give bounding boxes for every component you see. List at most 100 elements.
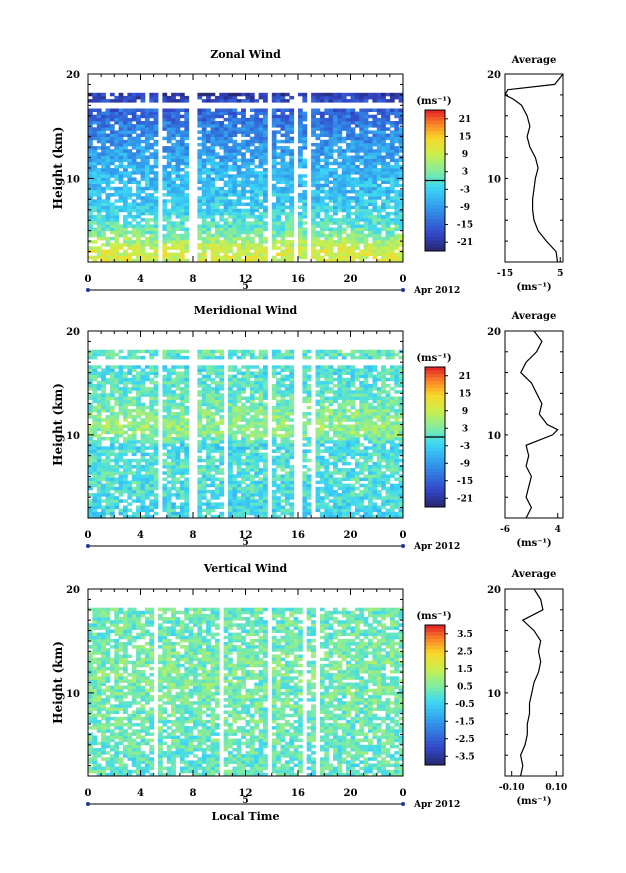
heatmap-cell [228, 508, 233, 513]
heatmap-cell [214, 108, 220, 112]
heatmap-cell [271, 161, 277, 166]
heatmap-cell [232, 224, 238, 228]
heatmap-cell [263, 149, 268, 153]
heatmap-cell [276, 121, 281, 125]
heatmap-cell [236, 415, 242, 419]
heatmap-cell [232, 108, 238, 112]
heatmap-cell [118, 95, 124, 100]
heatmap-cell [376, 127, 382, 131]
heatmap-cell [276, 193, 281, 197]
heatmap-cell [149, 499, 155, 503]
heatmap-cell [328, 139, 334, 144]
heatmap-cell [276, 215, 281, 219]
heatmap-cell [127, 164, 133, 169]
heatmap-cell [175, 371, 181, 375]
heatmap-cell [175, 193, 181, 197]
heatmap-cell [363, 255, 369, 260]
heatmap-cell [162, 486, 168, 491]
heatmap-cell [394, 177, 400, 181]
heatmap-cell [363, 171, 369, 175]
heatmap-cell [105, 193, 111, 197]
heatmap-cell [114, 111, 120, 116]
heatmap-cell [96, 155, 102, 159]
heatmap-cell [271, 168, 277, 172]
heatmap-cell [381, 199, 386, 203]
heatmap-cell [149, 133, 155, 137]
heatmap-cell [263, 465, 268, 469]
heatmap-cell [228, 374, 233, 379]
heatmap-cell [101, 136, 106, 141]
heatmap-cell [289, 368, 295, 372]
heatmap-cell [210, 480, 216, 485]
heatmap-cell [140, 224, 146, 228]
heatmap-cell [258, 240, 264, 244]
heatmap-cell [105, 196, 111, 200]
heatmap-cell [136, 468, 141, 472]
heatmap-cell [258, 193, 264, 197]
heatmap-cell [153, 249, 159, 253]
heatmap-cell [346, 111, 351, 116]
heatmap-cell [197, 455, 203, 460]
heatmap-cell [171, 455, 176, 460]
heatmap-cell [376, 215, 382, 219]
heatmap-cell [245, 196, 251, 200]
heatmap-cell [109, 108, 115, 112]
heatmap-cell [302, 142, 308, 147]
heatmap-cell [114, 390, 120, 394]
heatmap-cell [140, 480, 146, 485]
heatmap-cell [179, 489, 185, 494]
heatmap-cell [214, 489, 220, 494]
heatmap-cell [236, 99, 242, 103]
heatmap-cell [319, 130, 325, 134]
heatmap-cell [302, 430, 308, 435]
heatmap-cell [88, 440, 93, 444]
heatmap-cell [394, 218, 400, 222]
heatmap-cell [271, 108, 277, 112]
heatmap-cell [341, 161, 347, 166]
heatmap-cell [328, 246, 334, 250]
heatmap-cell [236, 130, 242, 134]
heatmap-cell [363, 186, 369, 191]
heatmap-cell [114, 146, 120, 150]
heatmap-cell [140, 133, 146, 137]
heatmap-cell [123, 474, 128, 478]
heatmap-cell [175, 405, 181, 410]
heatmap-cell [372, 174, 378, 178]
heatmap-cell [311, 111, 316, 116]
heatmap-cell [271, 458, 277, 463]
heatmap-cell [346, 146, 351, 150]
heatmap-cell [144, 437, 150, 441]
heatmap-cell [333, 180, 338, 184]
heatmap-cell [271, 514, 277, 519]
heatmap-cell [166, 493, 172, 497]
heatmap-cell [236, 368, 242, 372]
heatmap-cell [311, 174, 316, 178]
heatmap-cell [333, 202, 338, 206]
heatmap-cell [162, 177, 168, 181]
heatmap-cell [153, 458, 159, 463]
heatmap-cell [254, 433, 260, 438]
heatmap-cell [346, 136, 351, 141]
heatmap-cell [118, 224, 124, 228]
heatmap-cell [315, 146, 321, 150]
heatmap-cell [136, 139, 141, 144]
heatmap-cell [350, 183, 356, 188]
heatmap-cell [105, 249, 111, 253]
heatmap-cell [241, 508, 246, 513]
heatmap-cell [179, 218, 185, 222]
heatmap-cell [131, 158, 137, 163]
heatmap-cell [197, 471, 203, 475]
heatmap-cell [123, 111, 128, 116]
heatmap-cell [284, 508, 290, 513]
heatmap-cell [109, 440, 115, 444]
heatmap-cell [298, 221, 303, 225]
heatmap-cell [258, 433, 264, 438]
heatmap-cell [289, 136, 295, 141]
heatmap-cell [171, 111, 176, 116]
heatmap-cell [319, 221, 325, 225]
heatmap-cell [363, 227, 369, 231]
heatmap-cell [118, 374, 124, 379]
heatmap-cell [127, 186, 133, 191]
heatmap-cell [131, 108, 137, 112]
heatmap-cell [311, 142, 316, 147]
